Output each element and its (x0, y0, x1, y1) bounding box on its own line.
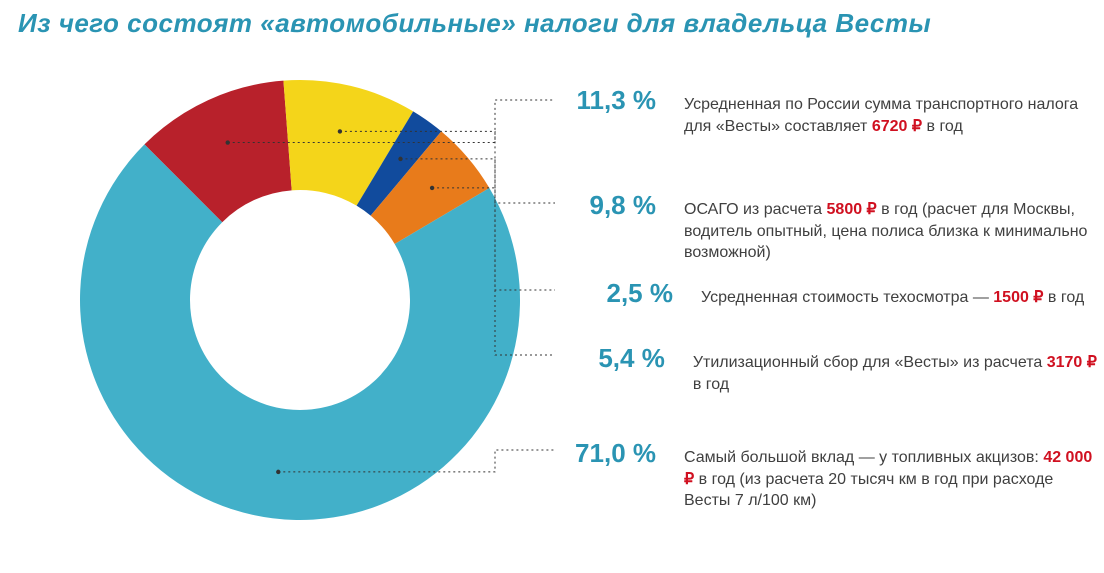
legend-pct: 9,8 % (565, 190, 656, 221)
legend-desc: Усредненная стоимость техосмотра — 1500 … (701, 287, 1084, 309)
legend-text-after: в год (из расчета 20 тысяч км в год при … (684, 471, 1053, 510)
legend-text-after: в год (922, 118, 963, 135)
legend-text-before: Самый большой вклад — у топливных акцизо… (684, 449, 1043, 466)
legend-amount: 3170 ₽ (1047, 354, 1097, 371)
donut-chart (60, 60, 540, 540)
legend-pct: 11,3 % (565, 85, 656, 116)
legend-row-s3: 5,4 % Утилизационный сбор для «Весты» из … (565, 343, 1104, 395)
legend-amount: 6720 ₽ (872, 118, 922, 135)
legend-desc: Самый большой вклад — у топливных акцизо… (684, 447, 1104, 512)
legend-pct: 2,5 % (565, 278, 673, 309)
legend-desc: ОСАГО из расчета 5800 ₽ в год (расчет дл… (684, 199, 1104, 264)
legend-amount: 1500 ₽ (993, 289, 1043, 306)
legend-text-before: Утилизационный сбор для «Весты» из расче… (693, 354, 1047, 371)
legend-row-s1: 9,8 % ОСАГО из расчета 5800 ₽ в год (расч… (565, 190, 1104, 264)
legend-pct: 5,4 % (565, 343, 665, 374)
legend-row-s4: 71,0 % Самый большой вклад — у топливных … (565, 438, 1104, 512)
legend-desc: Усредненная по России сумма транспортног… (684, 94, 1104, 137)
legend-row-s0: 11,3 % Усредненная по России сумма трансп… (565, 85, 1104, 137)
legend-amount: 5800 ₽ (827, 201, 877, 218)
legend-text-after: в год (693, 376, 729, 393)
legend-desc: Утилизационный сбор для «Весты» из расче… (693, 352, 1104, 395)
legend-pct: 71,0 % (565, 438, 656, 469)
legend-row-s2: 2,5 % Усредненная стоимость техосмотра — … (565, 278, 1084, 309)
page-title: Из чего состоят «автомобильные» налоги д… (18, 8, 931, 39)
legend-text-after: в год (1043, 289, 1084, 306)
legend-text-before: Усредненная стоимость техосмотра — (701, 289, 993, 306)
legend-text-before: ОСАГО из расчета (684, 201, 827, 218)
